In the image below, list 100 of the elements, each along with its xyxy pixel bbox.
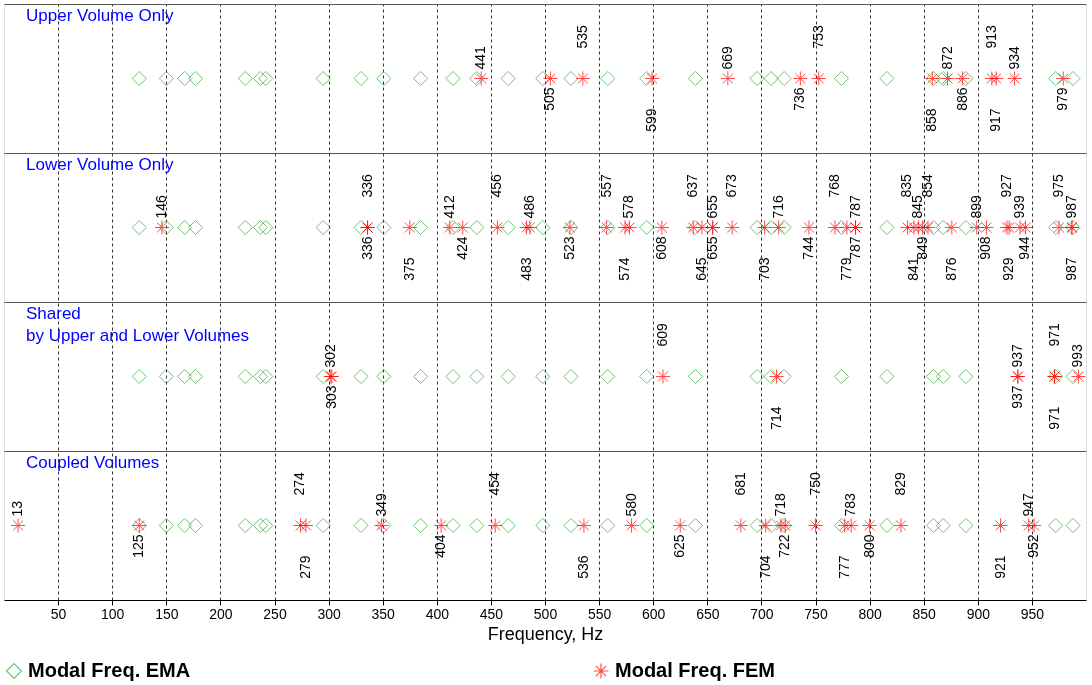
- x-tick-label: 250: [263, 605, 287, 622]
- data-label: 987: [1062, 257, 1079, 281]
- data-label: 858: [923, 108, 940, 132]
- x-tick-label: 700: [750, 605, 774, 622]
- data-label: 829: [891, 471, 908, 496]
- data-label: 947: [1019, 492, 1036, 517]
- data-label: 557: [597, 173, 614, 198]
- data-label: 456: [488, 173, 505, 198]
- data-label: 849: [913, 236, 930, 260]
- data-label: 917: [987, 108, 1004, 132]
- data-label: 971: [1045, 322, 1062, 347]
- data-label: 303: [322, 385, 339, 409]
- x-tick-label: 850: [912, 605, 937, 622]
- data-label: 523: [560, 236, 577, 260]
- y-tick-label: Lower Volume Only: [26, 155, 174, 174]
- data-label: 349: [372, 492, 389, 517]
- x-tick-label: 450: [479, 605, 504, 622]
- data-label: 375: [400, 257, 417, 281]
- x-tick-label: 950: [1020, 605, 1045, 622]
- x-tick-label: 600: [642, 605, 666, 622]
- data-label: 899: [967, 194, 984, 219]
- data-label: 535: [573, 24, 590, 49]
- data-label: 578: [620, 194, 637, 219]
- data-label: 800: [860, 534, 877, 558]
- y-tick-label: Upper Volume Only: [26, 6, 174, 25]
- data-label: 536: [574, 555, 591, 579]
- data-label: 336: [358, 173, 375, 198]
- x-tick-label: 350: [371, 605, 396, 622]
- data-label: 876: [942, 257, 959, 281]
- data-label: 768: [825, 173, 842, 198]
- x-tick-label: 900: [966, 605, 991, 622]
- data-label: 913: [982, 24, 999, 49]
- x-tick-label: 50: [50, 605, 67, 622]
- data-label: 412: [440, 194, 457, 219]
- data-label: 722: [776, 534, 793, 558]
- data-label: 934: [1005, 45, 1022, 70]
- x-axis-title: Frequency, Hz: [487, 623, 604, 644]
- data-label: 993: [1069, 343, 1086, 368]
- data-label: 279: [296, 555, 313, 579]
- x-tick-label: 650: [696, 605, 720, 622]
- data-label: 753: [809, 24, 826, 49]
- y-tick-label: Shared by Upper and Lower Volumes: [26, 304, 250, 345]
- x-tick-label: 150: [155, 605, 179, 622]
- data-label: 441: [472, 45, 489, 70]
- data-label: 404: [432, 534, 449, 558]
- data-label: 787: [846, 194, 863, 219]
- data-label: 779: [837, 257, 854, 281]
- x-tick-label: 550: [587, 605, 612, 622]
- data-label: 744: [800, 236, 817, 260]
- x-tick-label: 800: [858, 605, 882, 622]
- data-label: 937: [1008, 385, 1025, 409]
- data-label: 952: [1025, 534, 1042, 558]
- y-tick-label: Coupled Volumes: [26, 453, 160, 472]
- x-tick-label: 100: [101, 605, 125, 622]
- data-label: 835: [898, 173, 915, 198]
- data-label: 454: [486, 471, 503, 496]
- data-label: 937: [1008, 343, 1025, 368]
- data-label: 908: [977, 236, 994, 260]
- data-label: 673: [723, 173, 740, 198]
- legend-label: Modal Freq. EMA: [28, 659, 191, 681]
- data-label: 750: [806, 471, 823, 496]
- data-label: 979: [1054, 87, 1071, 111]
- data-label: 599: [643, 108, 660, 132]
- data-label: 681: [731, 471, 748, 496]
- data-label: 736: [791, 87, 808, 111]
- data-label: 655: [703, 194, 720, 219]
- data-label: 637: [684, 173, 701, 198]
- data-label: 921: [991, 555, 1008, 579]
- data-label: 777: [835, 555, 852, 579]
- data-label: 608: [652, 236, 669, 260]
- x-tick-label: 500: [533, 605, 558, 622]
- data-label: 336: [358, 236, 375, 260]
- data-label: 125: [130, 534, 147, 558]
- data-label: 703: [755, 257, 772, 281]
- data-label: 13: [9, 500, 26, 517]
- data-label: 971: [1045, 406, 1062, 430]
- data-label: 625: [671, 534, 688, 558]
- x-tick-label: 400: [425, 605, 450, 622]
- data-label: 716: [769, 194, 786, 219]
- data-label: 669: [718, 45, 735, 70]
- data-label: 714: [767, 406, 784, 430]
- data-label: 944: [1016, 236, 1033, 260]
- data-label: 483: [517, 257, 534, 281]
- data-label: 146: [152, 194, 169, 219]
- data-label: 424: [453, 236, 470, 260]
- data-label: 302: [321, 343, 338, 368]
- data-label: 274: [291, 471, 308, 496]
- data-label: 929: [1000, 257, 1017, 281]
- data-label: 872: [938, 45, 955, 70]
- data-label: 609: [653, 322, 670, 347]
- x-tick-label: 300: [317, 605, 341, 622]
- data-label: 486: [520, 194, 537, 219]
- x-tick-label: 200: [209, 605, 233, 622]
- data-label: 718: [771, 492, 788, 517]
- x-tick-label: 750: [804, 605, 828, 622]
- legend-label: Modal Freq. FEM: [615, 659, 775, 681]
- data-label: 704: [756, 555, 773, 579]
- data-label: 886: [953, 87, 970, 111]
- data-label: 574: [616, 257, 633, 281]
- data-label: 505: [541, 87, 558, 111]
